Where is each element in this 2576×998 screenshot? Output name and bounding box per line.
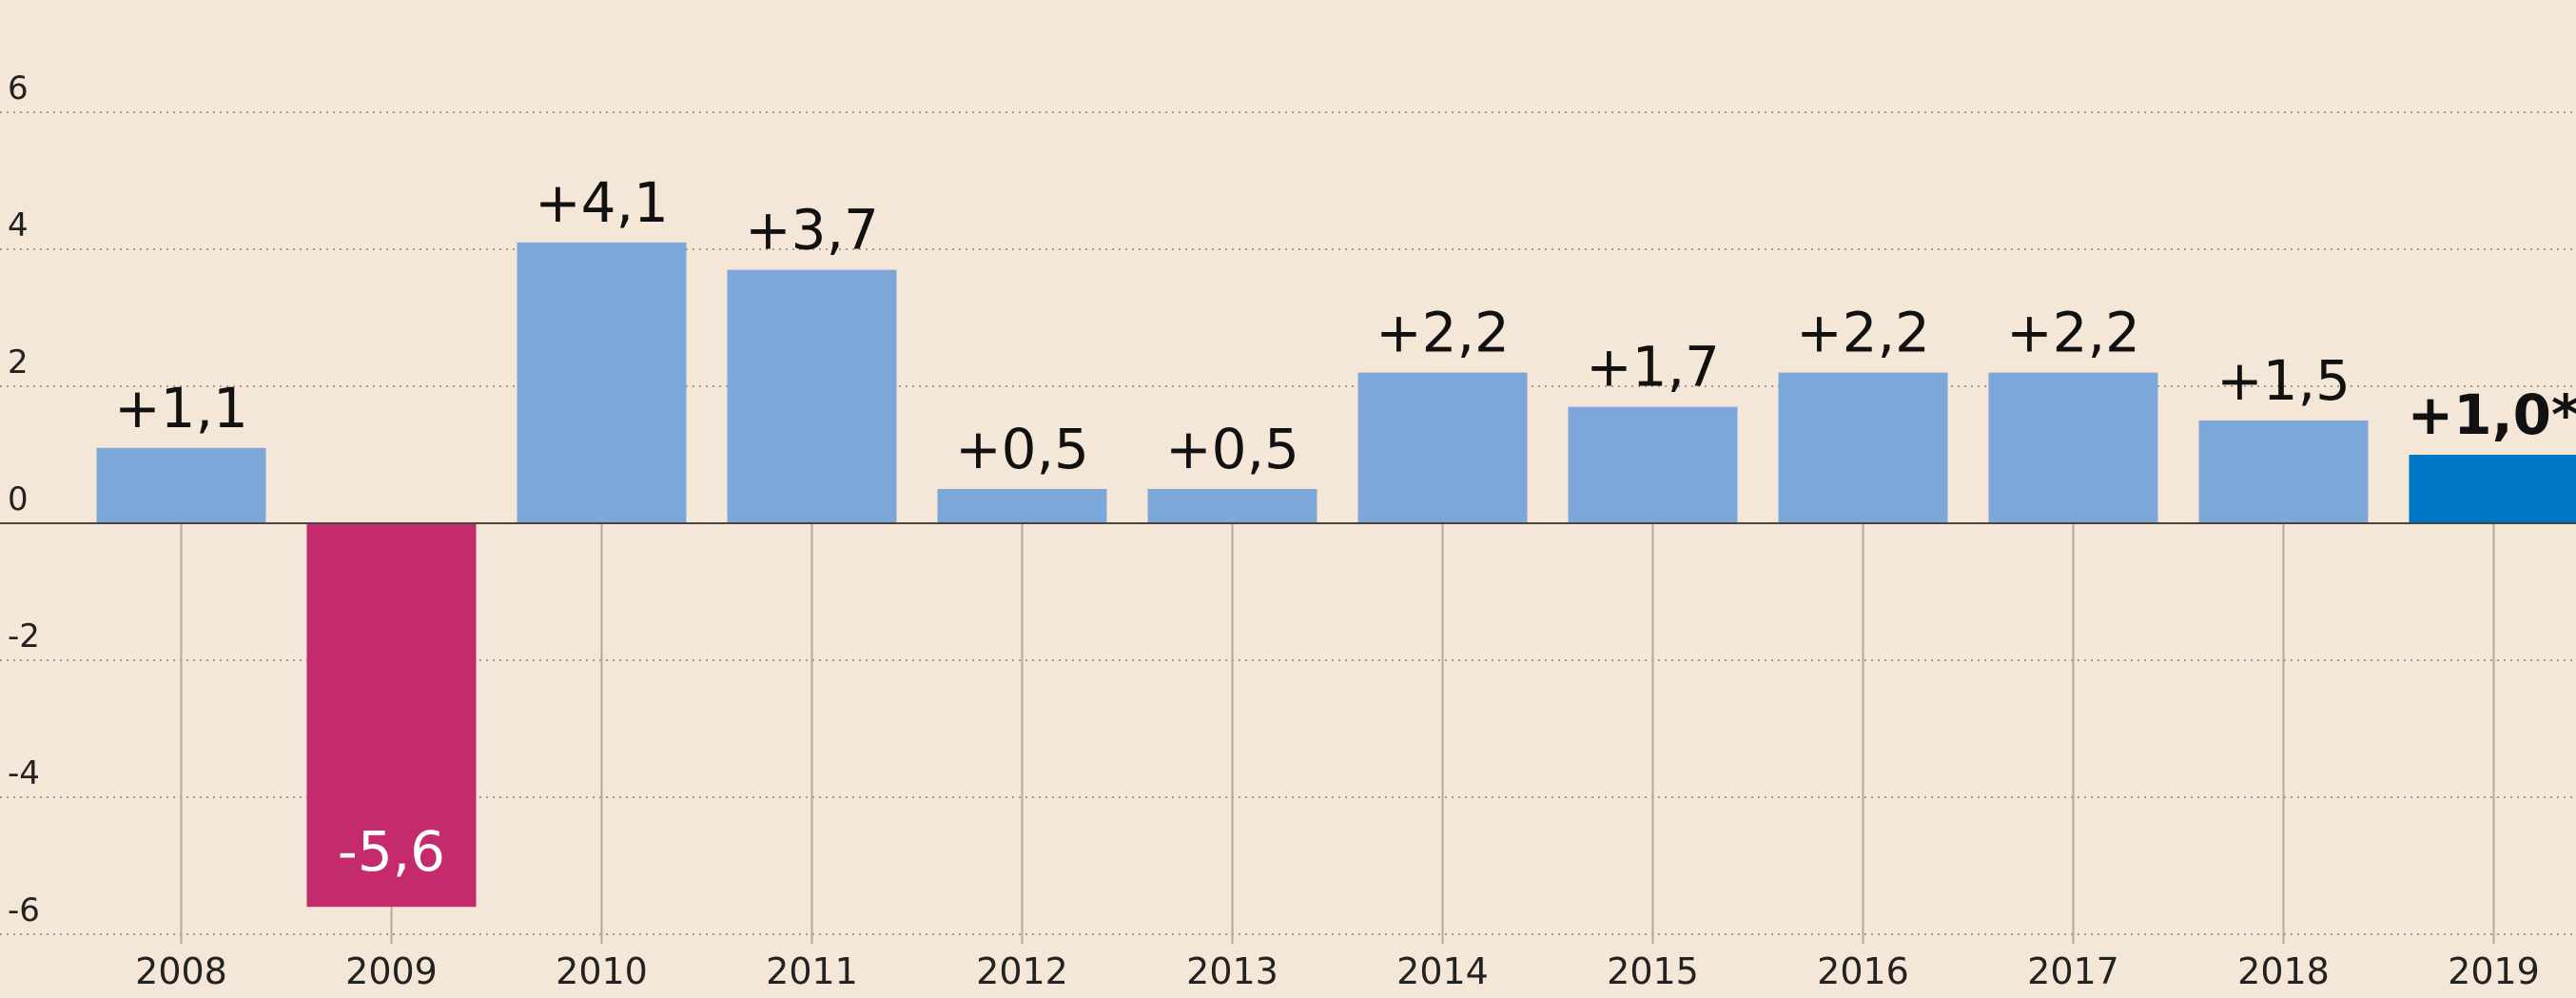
x-tick-label: 2013 [1186,950,1278,992]
data-label-2015: +1,7 [1586,335,1720,400]
bar-2015 [1568,406,1738,523]
bar-2010 [517,242,687,524]
bar-2012 [937,489,1107,523]
bar-2011 [727,269,897,523]
data-label-2019: +1,0* [2408,382,2576,447]
data-label-2009: -5,6 [338,819,445,884]
x-tick-label: 2008 [135,950,227,992]
x-tick-label: 2015 [1607,950,1699,992]
data-label-2010: +4,1 [535,170,669,235]
data-label-2012: +0,5 [955,417,1089,481]
x-tick-label: 2018 [2237,950,2330,992]
x-tick-label: 2011 [766,950,858,992]
bar-2017 [1988,372,2158,523]
bar-2018 [2198,421,2369,523]
data-label-2014: +2,2 [1376,301,1510,365]
bar-2008 [96,447,266,523]
y-axis-tick-labels: 6 4 2 0 -2 -4 -6 [8,69,40,930]
y-tick-label: 2 [8,343,29,382]
bar-2013 [1147,489,1317,523]
y-tick-label: 0 [8,480,29,519]
x-tick-label: 2016 [1817,950,1909,992]
x-axis-tick-labels: 2008 2009 2010 2011 2012 2013 2014 2015 2016 2017… [135,950,2540,992]
y-tick-label: -2 [8,617,40,656]
bar-2016 [1778,372,1948,523]
bar-2019 [2409,455,2576,523]
bar-2014 [1357,372,1528,523]
y-tick-label: 4 [8,206,29,245]
y-tick-label: 6 [8,69,29,108]
y-tick-label: -4 [8,754,40,793]
data-labels: +1,1 -5,6 +4,1 +3,7 +0,5 +0,5 +2,2 +1,7 +2,2 +2,2… [114,170,2576,884]
data-label-2011: +3,7 [745,198,879,263]
y-tick-label: -6 [8,891,40,930]
data-label-2017: +2,2 [2006,301,2140,365]
x-tick-label: 2019 [2448,950,2540,992]
x-tick-label: 2014 [1396,950,1489,992]
x-tick-label: 2010 [556,950,648,992]
data-label-2008: +1,1 [114,376,248,440]
data-label-2013: +0,5 [1165,417,1299,481]
x-tick-label: 2017 [2027,950,2119,992]
bars [96,242,2576,908]
data-label-2018: +1,5 [2216,348,2351,413]
x-axis-tick-lines [180,523,2495,944]
bar-2009 [306,523,477,908]
data-label-2016: +2,2 [1796,301,1930,365]
x-tick-label: 2012 [976,950,1068,992]
x-tick-label: 2009 [345,950,438,992]
